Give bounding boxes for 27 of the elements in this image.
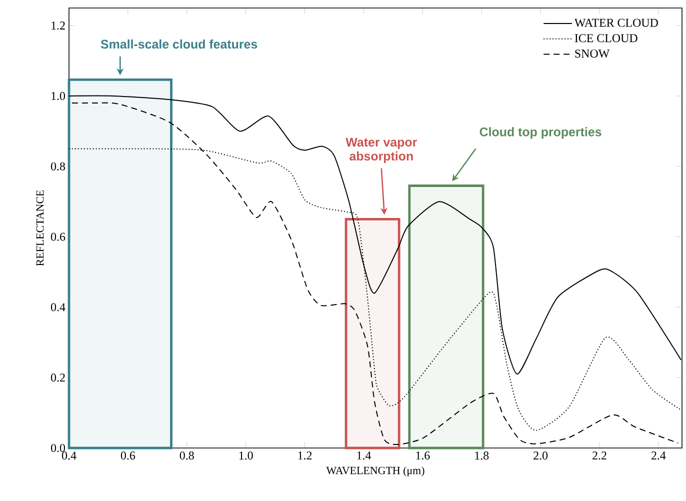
y-tick-label: 1.0 xyxy=(52,92,66,100)
x-tick-label: 0.8 xyxy=(180,452,194,460)
y-tick-label: 0.6 xyxy=(50,232,66,241)
y-tick-label: 1.2 xyxy=(52,22,65,30)
x-tick-label: 1.0 xyxy=(239,452,253,460)
band-label: Water vapor absorption xyxy=(346,138,417,163)
x-tick-label: 2.4 xyxy=(651,452,666,460)
x-tick-label: 2.0 xyxy=(534,452,548,460)
x-tick-label: 0.6 xyxy=(120,452,136,460)
band-label: Cloud top properties xyxy=(480,127,602,139)
legend-label: ICE CLOUD xyxy=(574,34,638,42)
x-tick-label: 0.4 xyxy=(62,452,76,460)
y-tick-label: 0.0 xyxy=(50,444,66,452)
y-axis-title: REFLECTANCE xyxy=(36,190,44,266)
legend-label: SNOW xyxy=(575,50,610,58)
x-tick-label: 1.8 xyxy=(475,452,489,460)
x-axis-title: WAVELENGTH (μm) xyxy=(326,466,424,476)
x-tick-label: 1.6 xyxy=(416,452,430,460)
x-tick-label: 2.2 xyxy=(592,452,606,460)
band-label: Small-scale cloud features xyxy=(100,39,258,49)
x-tick-label: 1.2 xyxy=(298,452,312,460)
line-series xyxy=(71,102,679,446)
y-tick-label: 0.2 xyxy=(50,374,65,382)
y-tick-label: 0.4 xyxy=(50,303,66,312)
legend-label: WATER CLOUD xyxy=(574,18,658,27)
y-tick-label: 0.8 xyxy=(50,162,66,170)
x-tick-label: 1.4 xyxy=(357,452,372,460)
